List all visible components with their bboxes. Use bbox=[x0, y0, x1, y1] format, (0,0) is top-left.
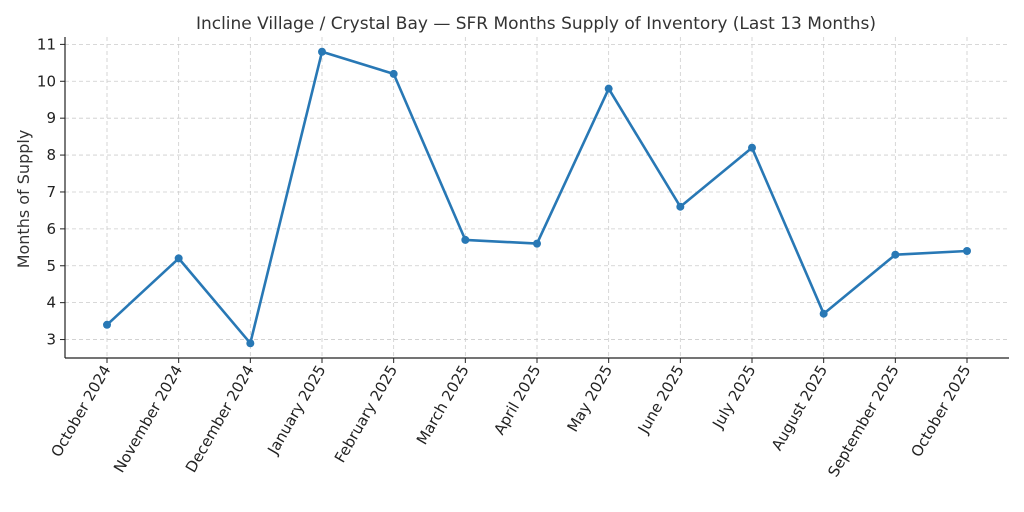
chart-title: Incline Village / Crystal Bay — SFR Mont… bbox=[196, 14, 876, 34]
data-point bbox=[174, 254, 183, 263]
x-tick-label: April 2025 bbox=[490, 362, 544, 438]
data-point bbox=[103, 320, 111, 329]
y-tick-label: 6 bbox=[46, 220, 56, 238]
x-tick-label: November 2024 bbox=[110, 362, 186, 476]
data-point bbox=[533, 239, 541, 248]
y-tick-label: 3 bbox=[46, 331, 56, 349]
data-point bbox=[748, 143, 756, 152]
series bbox=[103, 47, 971, 348]
y-tick-label: 10 bbox=[37, 72, 56, 90]
data-point bbox=[604, 84, 613, 93]
y-axis-label: Months of Supply bbox=[14, 130, 33, 269]
x-tick-label: February 2025 bbox=[331, 362, 401, 466]
y-tick-label: 9 bbox=[46, 109, 56, 127]
data-point bbox=[461, 235, 470, 244]
data-point bbox=[389, 69, 398, 78]
y-tick-label: 7 bbox=[46, 183, 56, 201]
x-tick-label: July 2025 bbox=[708, 362, 759, 432]
axes bbox=[64, 37, 1009, 359]
data-point bbox=[246, 339, 255, 348]
data-point bbox=[676, 202, 685, 211]
x-tick-label: December 2024 bbox=[182, 362, 258, 476]
x-tick-label: March 2025 bbox=[413, 362, 473, 448]
x-tick-label: October 2024 bbox=[47, 362, 114, 460]
x-tick-label: September 2025 bbox=[824, 362, 903, 480]
x-tick-label: August 2025 bbox=[768, 362, 831, 454]
x-tick-label: October 2025 bbox=[907, 362, 974, 460]
data-point bbox=[891, 250, 900, 259]
y-tick-label: 4 bbox=[46, 294, 56, 312]
y-tick-label: 5 bbox=[46, 257, 56, 275]
y-axis-ticks: 3 4 5 6 7 8 9 10 11 bbox=[37, 35, 65, 349]
grid bbox=[65, 37, 1009, 358]
y-tick-label: 11 bbox=[37, 35, 56, 53]
x-tick-label: January 2025 bbox=[263, 362, 329, 458]
data-point bbox=[819, 309, 828, 318]
data-point bbox=[318, 47, 326, 56]
x-tick-label: June 2025 bbox=[634, 362, 688, 437]
x-tick-label: May 2025 bbox=[564, 362, 617, 435]
y-tick-label: 8 bbox=[46, 146, 56, 164]
data-point bbox=[963, 247, 971, 255]
